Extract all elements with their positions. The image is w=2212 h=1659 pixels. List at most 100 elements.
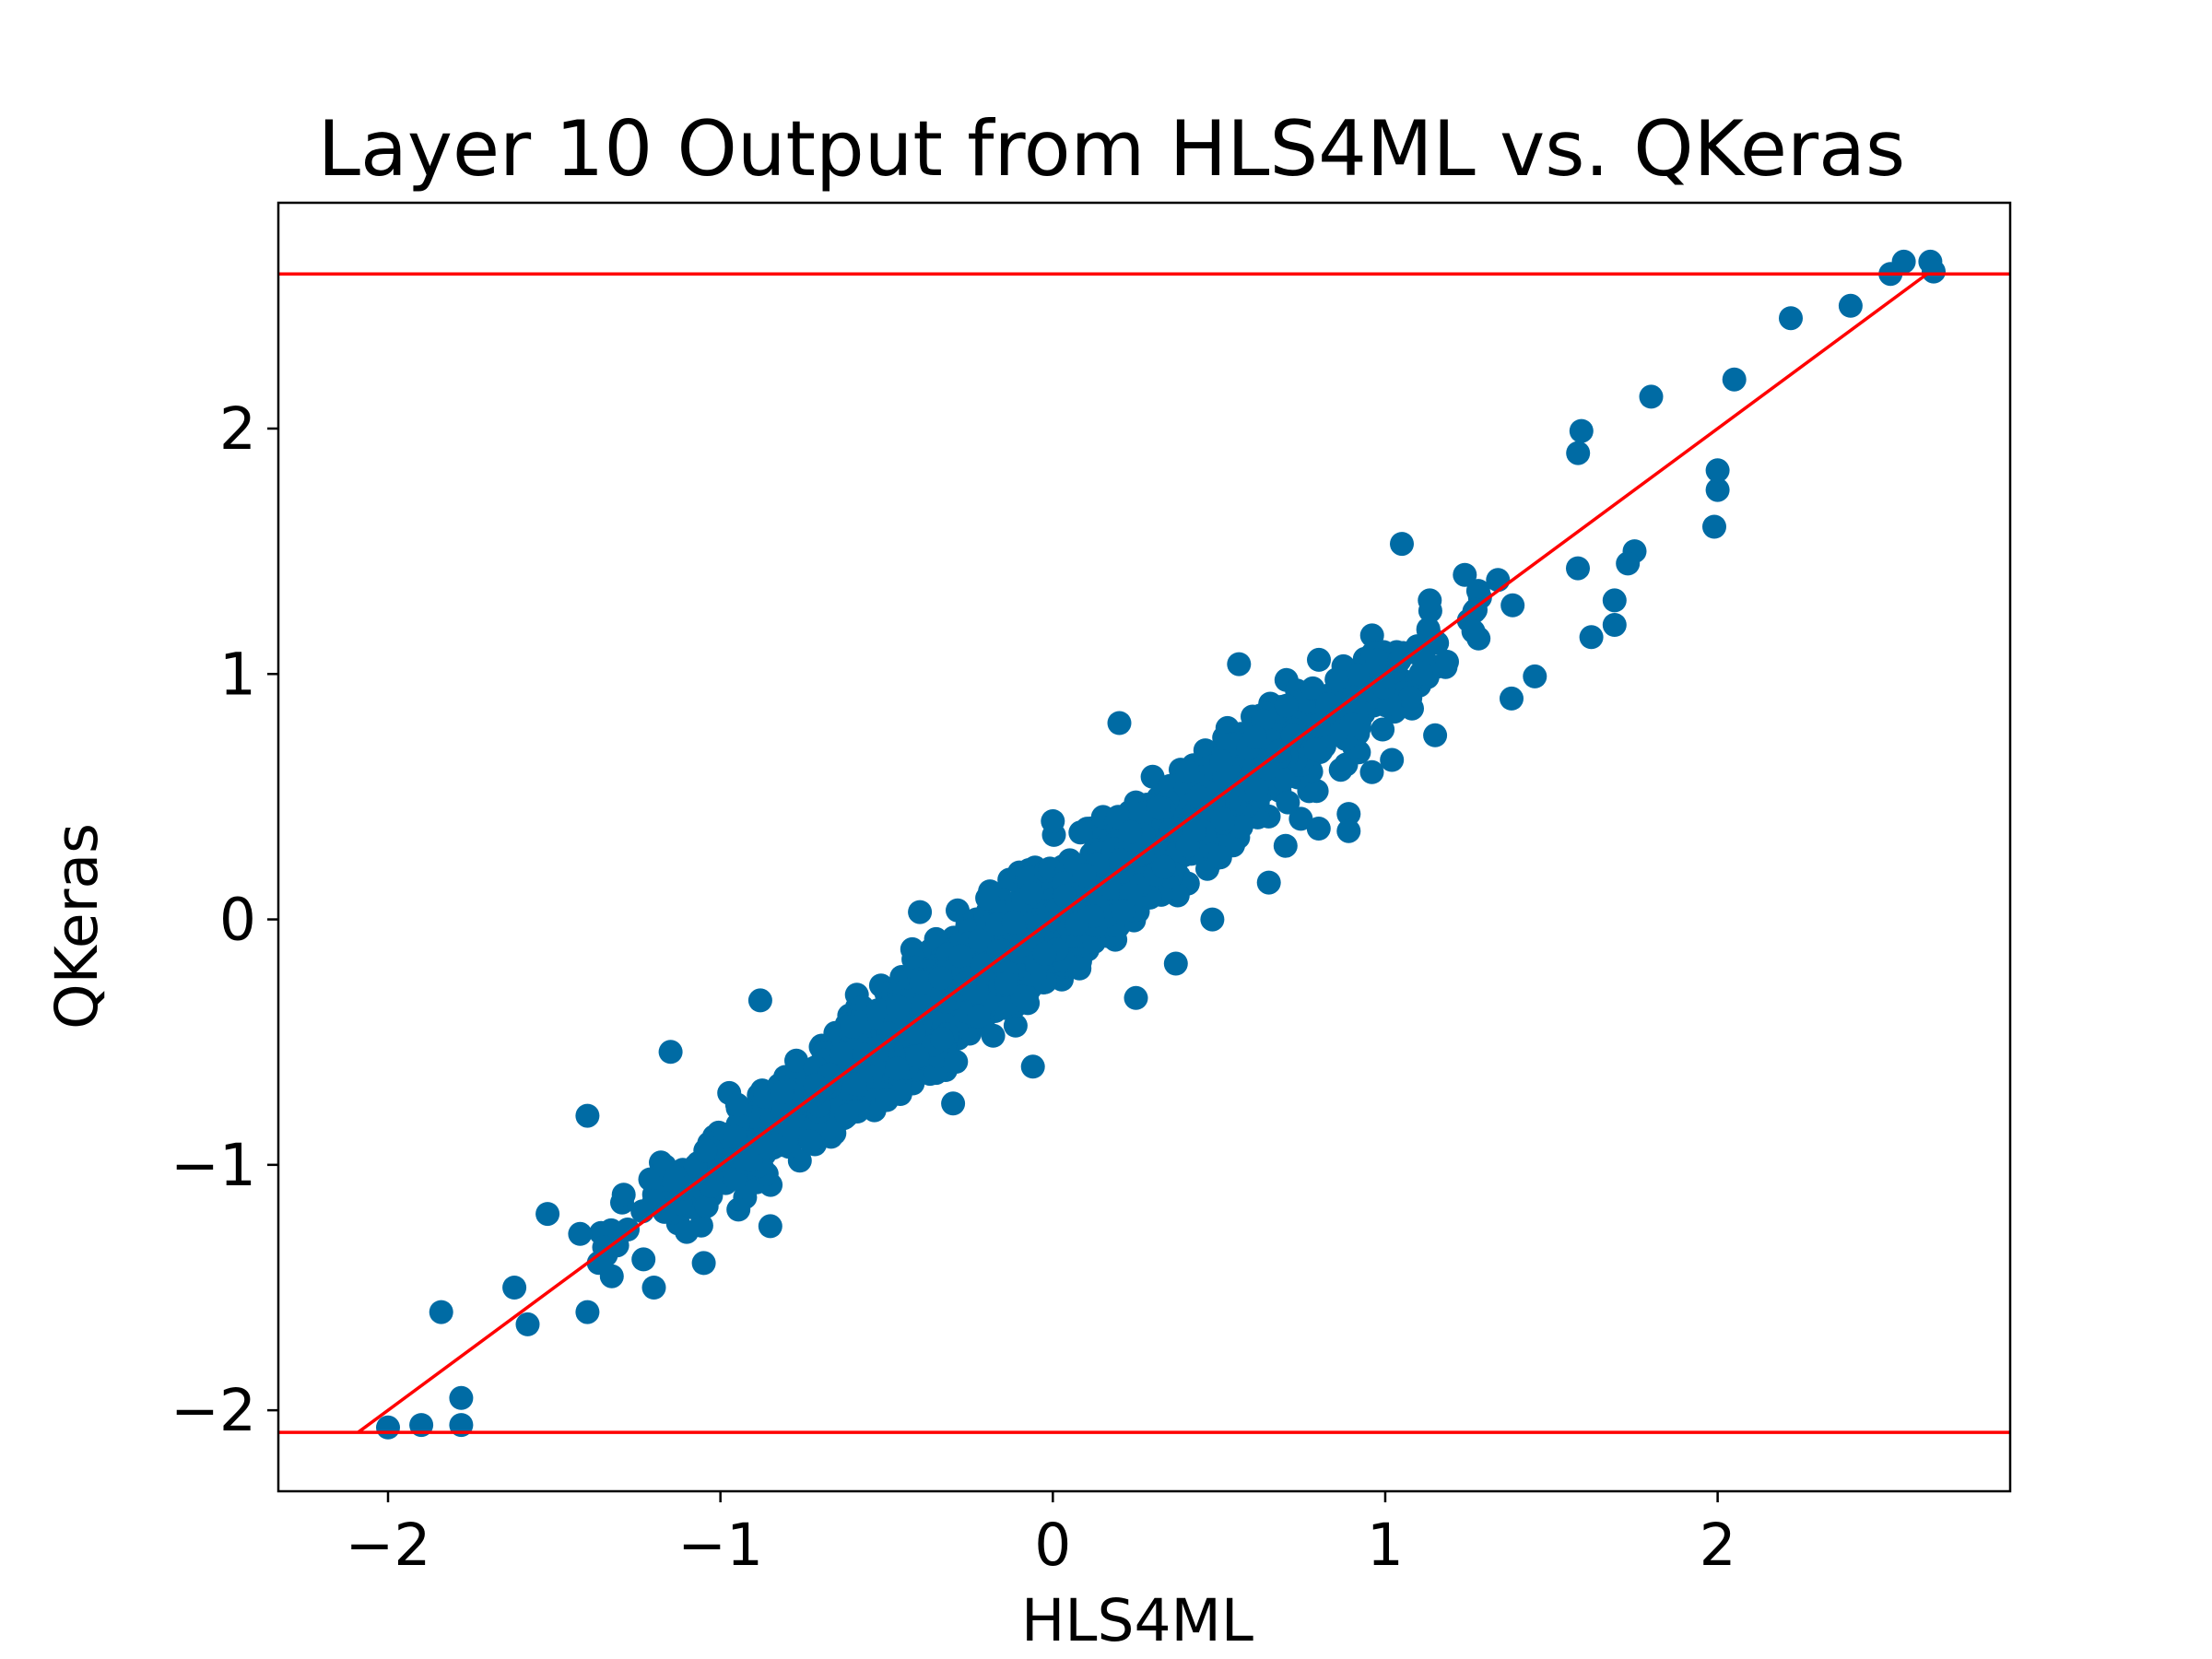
scatter-point (691, 1251, 716, 1276)
scatter-point (928, 966, 953, 991)
scatter-point (693, 1138, 718, 1163)
scatter-point (1032, 942, 1057, 966)
scatter-point (770, 1080, 794, 1104)
scatter-point (830, 1041, 854, 1066)
scatter-point (1124, 985, 1148, 1010)
scatter-point (641, 1276, 666, 1300)
scatter-point (1068, 820, 1093, 845)
scatter-point (1001, 910, 1026, 935)
scatter-point (631, 1247, 656, 1272)
scatter-point (1182, 818, 1206, 842)
scatter-point (1371, 717, 1395, 742)
axis-ticks: −2 −1 0 1 2 −2 −1 0 1 2 (171, 395, 1736, 1579)
y-axis-label: QKeras (43, 823, 111, 1030)
scatter-point (1922, 259, 1946, 284)
scatter-point (575, 1103, 600, 1128)
scatter-point (1175, 759, 1200, 784)
scatter-point (944, 1050, 969, 1074)
scatter-point (1300, 676, 1325, 700)
scatter-point (875, 1088, 900, 1112)
scatter-point (967, 1004, 991, 1029)
scatter-point (724, 1092, 749, 1117)
scatter-point (1500, 686, 1524, 711)
scatter-point (1566, 441, 1591, 465)
chart-title: Layer 10 Output from HLS4ML vs. QKeras (318, 104, 1905, 194)
scatter-point (1779, 306, 1803, 331)
scatter-point (834, 1103, 859, 1128)
scatter-point (1408, 661, 1433, 686)
x-tick-label: 0 (1034, 1512, 1071, 1579)
scatter-point (1616, 551, 1641, 576)
scatter-point (568, 1221, 593, 1246)
scatter-point (694, 1194, 719, 1218)
scatter-point (1019, 881, 1044, 906)
scatter-point (753, 1132, 777, 1157)
scatter-point (1324, 667, 1349, 692)
scatter-point (1020, 1054, 1045, 1079)
scatter-point (1838, 293, 1863, 318)
scatter-point (652, 1199, 677, 1224)
scatter-point (515, 1312, 540, 1336)
scatter-point (1210, 806, 1235, 831)
scatter-point (1280, 724, 1305, 748)
scatter-point (784, 1048, 808, 1073)
scatter-point (429, 1300, 453, 1324)
scatter-point (1242, 724, 1267, 749)
scatter-point (994, 971, 1018, 996)
x-tick-label: 2 (1700, 1512, 1736, 1579)
axes-frame (276, 201, 2012, 1493)
scatter-point (1523, 664, 1547, 688)
scatter-point (1003, 1013, 1028, 1038)
scatter-point (967, 928, 992, 953)
scatter-point (1016, 991, 1041, 1016)
scatter-point (449, 1385, 474, 1410)
scatter-point (1107, 711, 1132, 735)
y-tick-label: 1 (219, 641, 256, 708)
scatter-point (1067, 956, 1092, 981)
scatter-point (726, 1197, 751, 1222)
scatter-point (1072, 863, 1097, 888)
scatter-point (1602, 613, 1627, 637)
scatter-point (723, 1124, 747, 1149)
scatter-point (1336, 818, 1361, 843)
scatter-point (575, 1300, 600, 1324)
scatter-point (670, 1176, 695, 1201)
scatter-point (948, 944, 973, 969)
scatter-point (1151, 854, 1176, 879)
x-axis-label: HLS4ML (1021, 1587, 1253, 1654)
scatter-point (1380, 747, 1405, 772)
x-tick-label: −1 (677, 1512, 763, 1579)
scatter-point (1256, 870, 1281, 895)
x-tick-label: 1 (1367, 1512, 1404, 1579)
scatter-point (376, 1415, 400, 1440)
scatter-point (941, 1091, 966, 1116)
scatter-point (1486, 568, 1511, 593)
y-tick-label: −2 (171, 1377, 256, 1444)
scatter-point (1602, 588, 1627, 613)
scatter-point (758, 1214, 782, 1239)
scatter-point (1398, 686, 1423, 711)
scatter-point (885, 1056, 910, 1081)
scatter-point (1390, 532, 1414, 557)
scatter-point (1705, 477, 1730, 502)
scatter-point (611, 1182, 636, 1207)
scatter-point (1336, 802, 1361, 827)
plot-area (278, 249, 2010, 1440)
scatter-point (822, 1121, 847, 1146)
scatter-point (1307, 647, 1331, 672)
scatter-point (842, 1072, 867, 1097)
scatter-point (1303, 737, 1327, 762)
scatter-point (1702, 514, 1726, 539)
scatter-point (909, 971, 934, 995)
scatter-point (747, 988, 772, 1013)
scatter-point (658, 1040, 683, 1065)
y-tick-label: 2 (219, 395, 256, 463)
scatter-point (798, 1129, 823, 1154)
scatter-point (1435, 650, 1459, 674)
scatter-point (970, 953, 994, 978)
scatter-point (901, 1020, 926, 1045)
scatter-point (1569, 418, 1594, 443)
scatter-point (1065, 912, 1089, 936)
